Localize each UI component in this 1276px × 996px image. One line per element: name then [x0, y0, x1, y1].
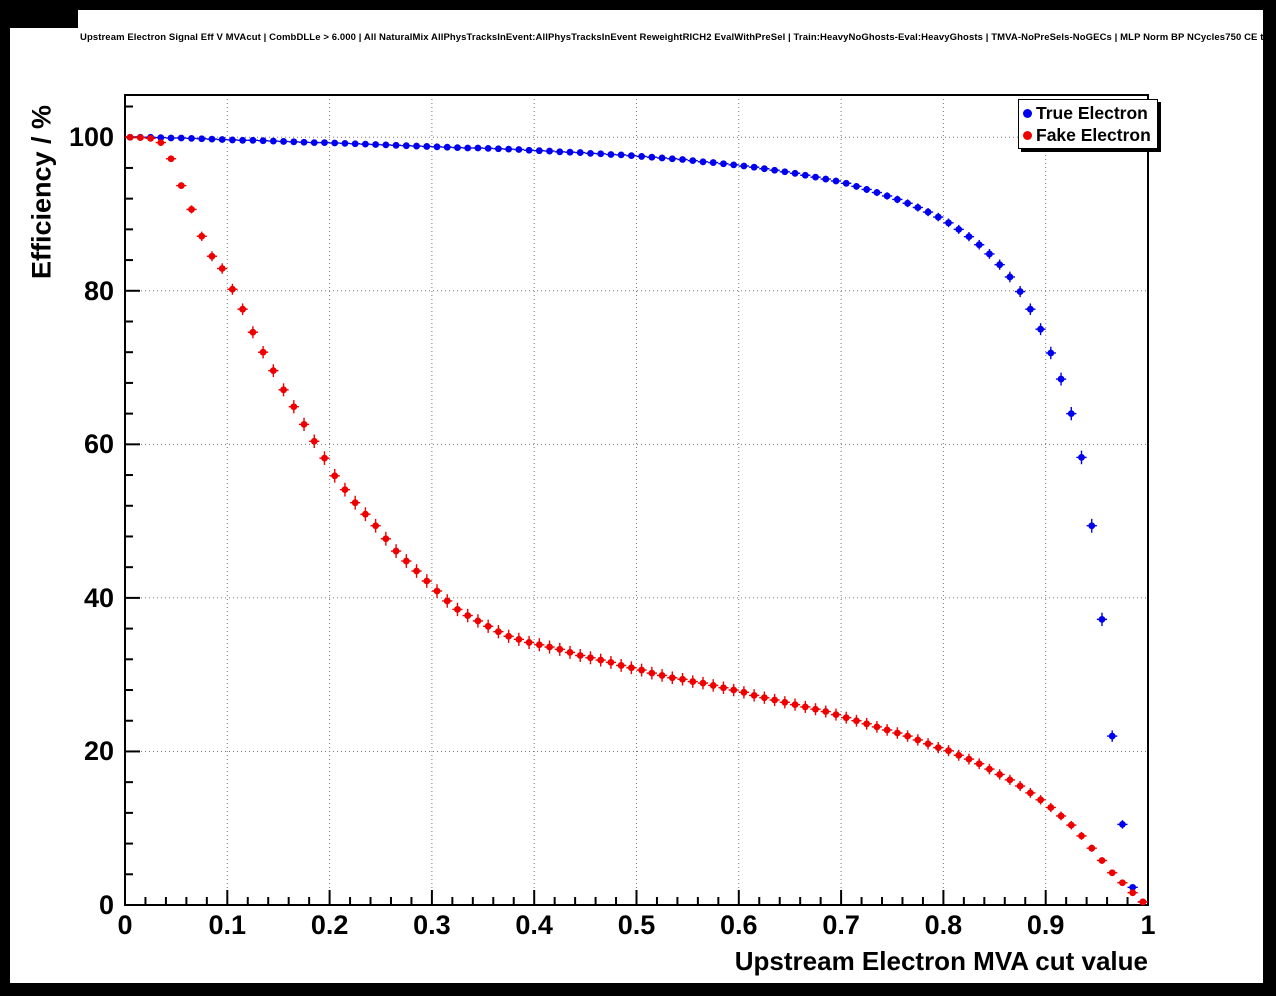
- x-tick-label: 0.7: [822, 910, 860, 940]
- axis-ticks: [124, 105, 1149, 906]
- grid-lines: [125, 95, 1148, 905]
- x-axis-title: Upstream Electron MVA cut value: [734, 946, 1148, 976]
- x-tick-label: 0.4: [515, 910, 553, 940]
- x-tick-label: 0.8: [924, 910, 963, 940]
- x-tick-label: 0.2: [310, 910, 349, 940]
- true-electron-marker-icon: [1023, 108, 1032, 118]
- x-tick-label: 0.6: [720, 910, 758, 940]
- y-tick-label: 40: [83, 582, 114, 613]
- legend-box: True Electron Fake Electron: [1018, 99, 1158, 149]
- legend-entry-fake-electron: Fake Electron: [1019, 124, 1157, 146]
- legend-label: True Electron: [1036, 102, 1148, 123]
- plot-canvas: [10, 10, 1263, 983]
- y-tick-label: 80: [83, 275, 114, 306]
- y-tick-label: 0: [98, 890, 114, 920]
- y-tick-label: 60: [83, 429, 114, 460]
- legend-label: Fake Electron: [1036, 124, 1151, 145]
- fake-electron-marker-icon: [1023, 130, 1032, 140]
- series-points-fake-electron: [125, 133, 1148, 906]
- plot-title: Upstream Electron Signal Eff V MVAcut | …: [80, 32, 1276, 43]
- x-tick-label: 0: [117, 910, 133, 940]
- x-tick-label: 0.5: [617, 910, 656, 940]
- legend-entry-true-electron: True Electron: [1019, 102, 1157, 124]
- canvas-corner-block: [0, 0, 78, 28]
- x-tick-label: 0.1: [208, 910, 247, 940]
- y-tick-label: 100: [68, 122, 114, 153]
- x-tick-label: 0.3: [413, 910, 451, 940]
- x-tick-label: 0.9: [1026, 910, 1065, 940]
- x-tick-label: 1: [1140, 910, 1156, 940]
- y-tick-label: 20: [83, 736, 114, 767]
